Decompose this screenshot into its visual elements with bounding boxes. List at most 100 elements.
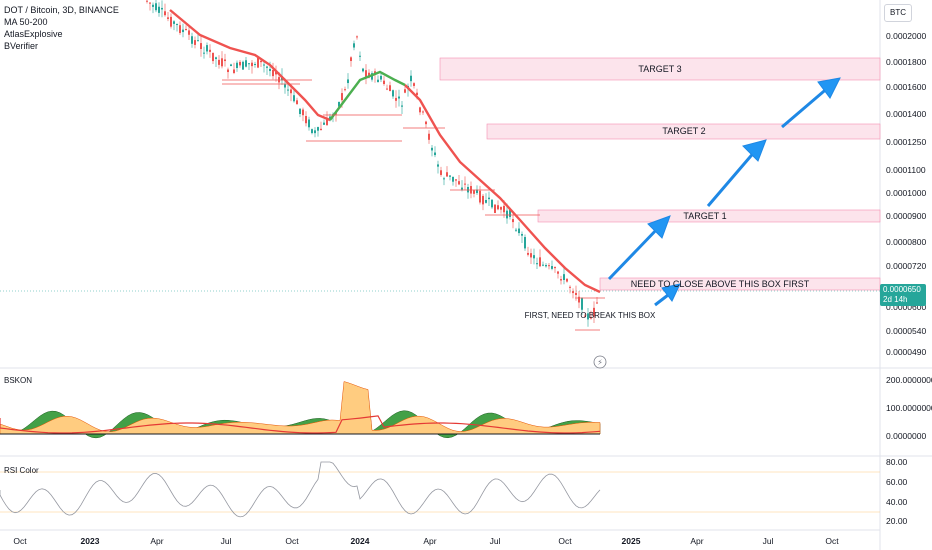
candle-body bbox=[197, 40, 199, 42]
price-tick-label: 0.0000600 bbox=[886, 302, 926, 312]
lightning-icon[interactable] bbox=[593, 355, 607, 369]
candle-body bbox=[305, 115, 307, 124]
rsi-axis: 80.00 60.00 40.00 20.00 bbox=[886, 457, 908, 526]
candle-body bbox=[293, 95, 295, 102]
candle-body bbox=[206, 45, 208, 52]
candle-body bbox=[359, 55, 361, 57]
last-price-value: 0.0000650 bbox=[883, 285, 921, 294]
candle-body bbox=[413, 83, 415, 86]
price-tick-label: 0.0001400 bbox=[886, 109, 926, 119]
candle-body bbox=[482, 195, 484, 205]
candle-body bbox=[233, 69, 235, 74]
candle-body bbox=[557, 271, 559, 274]
candle-body bbox=[404, 89, 406, 93]
candle-body bbox=[158, 6, 160, 13]
candle-body bbox=[341, 93, 343, 101]
rsi-line bbox=[0, 461, 601, 518]
candle-body bbox=[587, 313, 589, 320]
candle-body bbox=[434, 152, 436, 156]
candle-body bbox=[269, 68, 271, 71]
candle-body bbox=[275, 71, 277, 75]
candle-body bbox=[458, 181, 460, 185]
candle-body bbox=[569, 286, 571, 288]
candle-body bbox=[581, 298, 583, 310]
candle-body bbox=[539, 257, 541, 267]
candle-body bbox=[461, 187, 463, 190]
price-tick-label: 0.0001000 bbox=[886, 188, 926, 198]
candle-body bbox=[572, 291, 574, 294]
candle-body bbox=[182, 29, 184, 33]
candle-body bbox=[554, 267, 556, 269]
last-price-badge: 0.0000650 2d 14h bbox=[880, 284, 926, 306]
chart-legend: DOT / Bitcoin, 3D, BINANCE MA 50-200 Atl… bbox=[4, 4, 119, 52]
candle-body bbox=[245, 60, 247, 67]
time-tick-label: Apr bbox=[423, 536, 436, 546]
support-lines bbox=[222, 79, 605, 331]
price-tick-label: 0.0000540 bbox=[886, 326, 926, 336]
candle-body bbox=[272, 70, 274, 77]
candle-body bbox=[386, 88, 388, 90]
candle-body bbox=[500, 207, 502, 210]
candle-body bbox=[536, 263, 538, 265]
candle-body bbox=[161, 7, 163, 10]
indicator-ma[interactable]: MA 50-200 bbox=[4, 17, 48, 27]
candle-body bbox=[527, 252, 529, 255]
candle-body bbox=[314, 130, 316, 134]
candle-body bbox=[164, 11, 166, 16]
candle-body bbox=[308, 119, 310, 128]
candle-body bbox=[395, 97, 397, 101]
candle-body bbox=[428, 133, 430, 140]
symbol-title[interactable]: DOT / Bitcoin, 3D, BINANCE bbox=[4, 5, 119, 15]
rsi-pane-label[interactable]: RSI Color bbox=[4, 466, 39, 475]
candle-body bbox=[209, 49, 211, 52]
candle-body bbox=[350, 57, 352, 62]
candle-body bbox=[152, 4, 154, 7]
candle-body bbox=[200, 43, 202, 50]
candle-body bbox=[521, 233, 523, 236]
candle-body bbox=[590, 317, 592, 319]
time-tick-label: 2023 bbox=[81, 536, 100, 546]
candle-body bbox=[440, 170, 442, 175]
ma-line-red bbox=[169, 9, 601, 294]
candle-body bbox=[302, 109, 304, 116]
time-tick-label: Jul bbox=[763, 536, 774, 546]
candle-body bbox=[266, 66, 268, 68]
candle-body bbox=[296, 100, 298, 105]
candle-body bbox=[578, 296, 580, 303]
rsi-tick-label: 80.00 bbox=[886, 457, 908, 467]
candle-body bbox=[410, 75, 412, 82]
time-tick-label: Apr bbox=[150, 536, 163, 546]
time-tick-label: Oct bbox=[825, 536, 839, 546]
candle-body bbox=[551, 266, 553, 269]
bskon-axis: 200.0000000 100.0000000 0.0000000 bbox=[886, 375, 932, 441]
candle-body bbox=[299, 108, 301, 114]
price-tick-label: 0.0001250 bbox=[886, 137, 926, 147]
candle-body bbox=[176, 24, 178, 26]
candle-body bbox=[251, 62, 253, 67]
candle-body bbox=[248, 63, 250, 65]
candle-body bbox=[179, 25, 181, 33]
candle-body bbox=[449, 175, 451, 177]
bskon-pane-label[interactable]: BSKON bbox=[4, 376, 33, 385]
price-tick-label: 0.0001100 bbox=[886, 165, 926, 175]
candle-body bbox=[473, 190, 475, 194]
indicator-bverifier[interactable]: BVerifier bbox=[4, 41, 39, 51]
currency-button[interactable]: BTC bbox=[884, 4, 912, 22]
candle-body bbox=[380, 75, 382, 80]
candle-body bbox=[506, 210, 508, 219]
candle-body bbox=[242, 61, 244, 70]
candle-body bbox=[254, 63, 256, 65]
candle-body bbox=[185, 28, 187, 31]
candle-body bbox=[518, 228, 520, 234]
candle-body bbox=[443, 178, 445, 180]
candle-body bbox=[542, 264, 544, 266]
candle-body bbox=[533, 255, 535, 259]
time-tick-label: Jul bbox=[490, 536, 501, 546]
candle-body bbox=[377, 79, 379, 83]
candle-body bbox=[257, 57, 259, 68]
indicator-atlas[interactable]: AtlasExplosive bbox=[4, 29, 63, 39]
candle-body bbox=[212, 52, 214, 62]
candle-body bbox=[323, 122, 325, 125]
candle-body bbox=[221, 58, 223, 67]
